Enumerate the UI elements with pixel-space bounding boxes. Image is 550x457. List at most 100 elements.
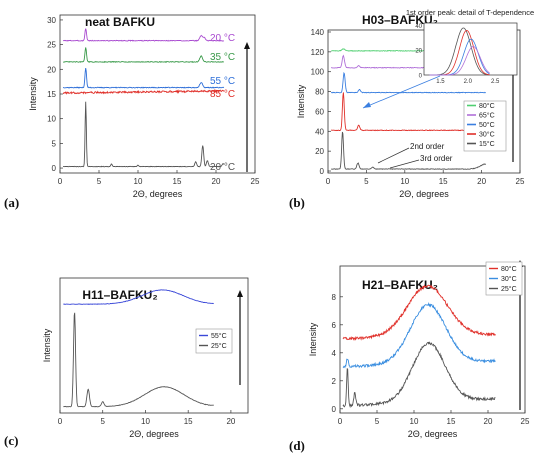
x-tick-label: 5	[101, 417, 106, 426]
chart-title: neat BAFKU	[85, 15, 155, 29]
chart-panel-d: 0 5 10 15 20 25 0 2 4 6 8 2Θ, degrees Intensity H21–B…	[289, 260, 530, 453]
x-tick-label: 10	[141, 417, 150, 426]
x-axis-label: 2Θ, degrees	[408, 429, 458, 439]
legend-label: 25°C	[501, 285, 517, 293]
inset-x-tick-label: 2.5	[491, 79, 500, 85]
x-tick-label: 15	[447, 417, 456, 426]
y-tick-label: 0	[52, 164, 57, 173]
inset-x-tick-label: 2.0	[464, 79, 473, 85]
series-line-4	[63, 88, 225, 95]
x-axis-label: 2Θ, degrees	[399, 189, 449, 199]
y-tick-label: 30	[47, 16, 56, 25]
series-line-4	[331, 92, 486, 132]
chart-panel-c: 0 5 10 15 20 2Θ, degrees Intensity H11–BAFKU₂ (c…	[4, 277, 249, 448]
legend-label: 80°C	[501, 265, 517, 273]
legend-label: 15°C	[479, 140, 495, 148]
legend-label: 65°C	[479, 112, 495, 120]
y-axis-label: Intensity	[42, 328, 52, 362]
x-tick-label: 15	[184, 417, 193, 426]
x-tick-label: 0	[338, 417, 343, 426]
inset-y-tick-label: 20	[415, 49, 422, 55]
panel-label: (a)	[4, 195, 19, 210]
legend: 80°C 65°C50°C 30°C15°C	[463, 100, 507, 152]
x-tick-label: 5	[97, 177, 102, 186]
temperature-arrowhead	[244, 42, 250, 49]
y-tick-label: 0	[332, 405, 337, 414]
inset-chart: 1st order peak: detail of T-dependence 0 2…	[406, 8, 534, 85]
series-line-2	[342, 302, 496, 369]
legend-label: 80°C	[479, 102, 495, 110]
inset-pointer	[362, 75, 441, 109]
inset-series-line	[429, 46, 490, 76]
panel-label: (d)	[289, 438, 305, 453]
series-line-3	[62, 68, 225, 89]
y-tick-label: 120	[311, 48, 325, 57]
annotation-label: 2nd order	[410, 142, 445, 151]
inset-y-tick-label: 40	[415, 24, 422, 30]
series-line-3	[330, 71, 486, 94]
chart-title: H03–BAFKU₂	[362, 13, 438, 27]
x-axis-label: 2Θ, degrees	[129, 429, 179, 439]
series-line-1	[342, 284, 496, 342]
x-tick-label: 0	[326, 177, 331, 186]
legend: 80°C 30°C 25°C	[485, 261, 523, 296]
y-tick-label: 2	[332, 377, 337, 386]
chart-title: H11–BAFKU₂	[82, 288, 157, 302]
x-tick-label: 5	[375, 417, 380, 426]
inset-y-tick-label: 0	[419, 74, 423, 80]
legend-label: 55°C	[211, 332, 227, 340]
x-tick-label: 10	[410, 417, 419, 426]
y-tick-label: 40	[315, 127, 324, 136]
inset-pointer-head	[363, 102, 371, 108]
x-tick-label: 0	[58, 417, 63, 426]
annotation-arrow	[377, 147, 410, 164]
series-line-3	[342, 341, 496, 409]
annotation-label: 3rd order	[420, 154, 453, 163]
x-tick-label: 0	[58, 177, 63, 186]
temperature-label: 85 °C	[210, 89, 235, 100]
series-line-1	[63, 289, 214, 306]
legend: 55°C 25°C	[195, 328, 233, 354]
x-tick-label: 25	[516, 177, 525, 186]
y-axis-label: Intensity	[28, 77, 38, 111]
x-tick-label: 5	[364, 177, 369, 186]
y-tick-label: 8	[332, 293, 337, 302]
y-tick-label: 140	[311, 28, 325, 37]
x-tick-label: 25	[251, 177, 260, 186]
temperature-label: 20 °C	[210, 162, 235, 173]
legend-label: 30°C	[501, 275, 517, 283]
x-tick-label: 20	[484, 417, 493, 426]
y-tick-label: 5	[52, 139, 57, 148]
x-tick-label: 15	[439, 177, 448, 186]
chart-panel-b: 0 5 10 15 20 25 0 20 40 60 80 100 120 140 2Θ, degrees I…	[289, 13, 525, 210]
y-tick-label: 80	[315, 88, 324, 97]
y-tick-label: 15	[47, 90, 56, 99]
temperature-label: 55 °C	[210, 76, 235, 87]
annotation-arrow	[389, 159, 420, 169]
y-tick-label: 60	[315, 107, 324, 116]
series-line-2	[63, 47, 224, 64]
y-tick-label: 0	[320, 167, 325, 176]
chart-title: H21–BAFKU₂	[362, 278, 438, 292]
y-tick-label: 4	[332, 349, 337, 358]
panel-label: (b)	[289, 195, 305, 210]
inset-caption: 1st order peak: detail of T-dependence	[406, 8, 534, 17]
inset-x-tick-label: 1.5	[436, 79, 445, 85]
x-tick-label: 25	[521, 417, 530, 426]
series-line-5	[330, 131, 487, 170]
legend-label: 30°C	[479, 131, 495, 139]
plot-frame	[339, 265, 526, 414]
x-axis-label: 2Θ, degrees	[133, 189, 183, 199]
series-line-1	[62, 28, 225, 42]
panel-label: (c)	[4, 433, 18, 448]
legend-box	[463, 100, 507, 152]
x-tick-label: 20	[226, 417, 235, 426]
y-tick-label: 6	[332, 321, 337, 330]
x-tick-label: 20	[477, 177, 486, 186]
x-tick-label: 15	[173, 177, 182, 186]
y-axis-label: Intensity	[308, 322, 318, 356]
temperature-label: 20 °C	[210, 33, 235, 44]
y-tick-label: 25	[47, 41, 56, 50]
legend-box	[195, 328, 233, 354]
